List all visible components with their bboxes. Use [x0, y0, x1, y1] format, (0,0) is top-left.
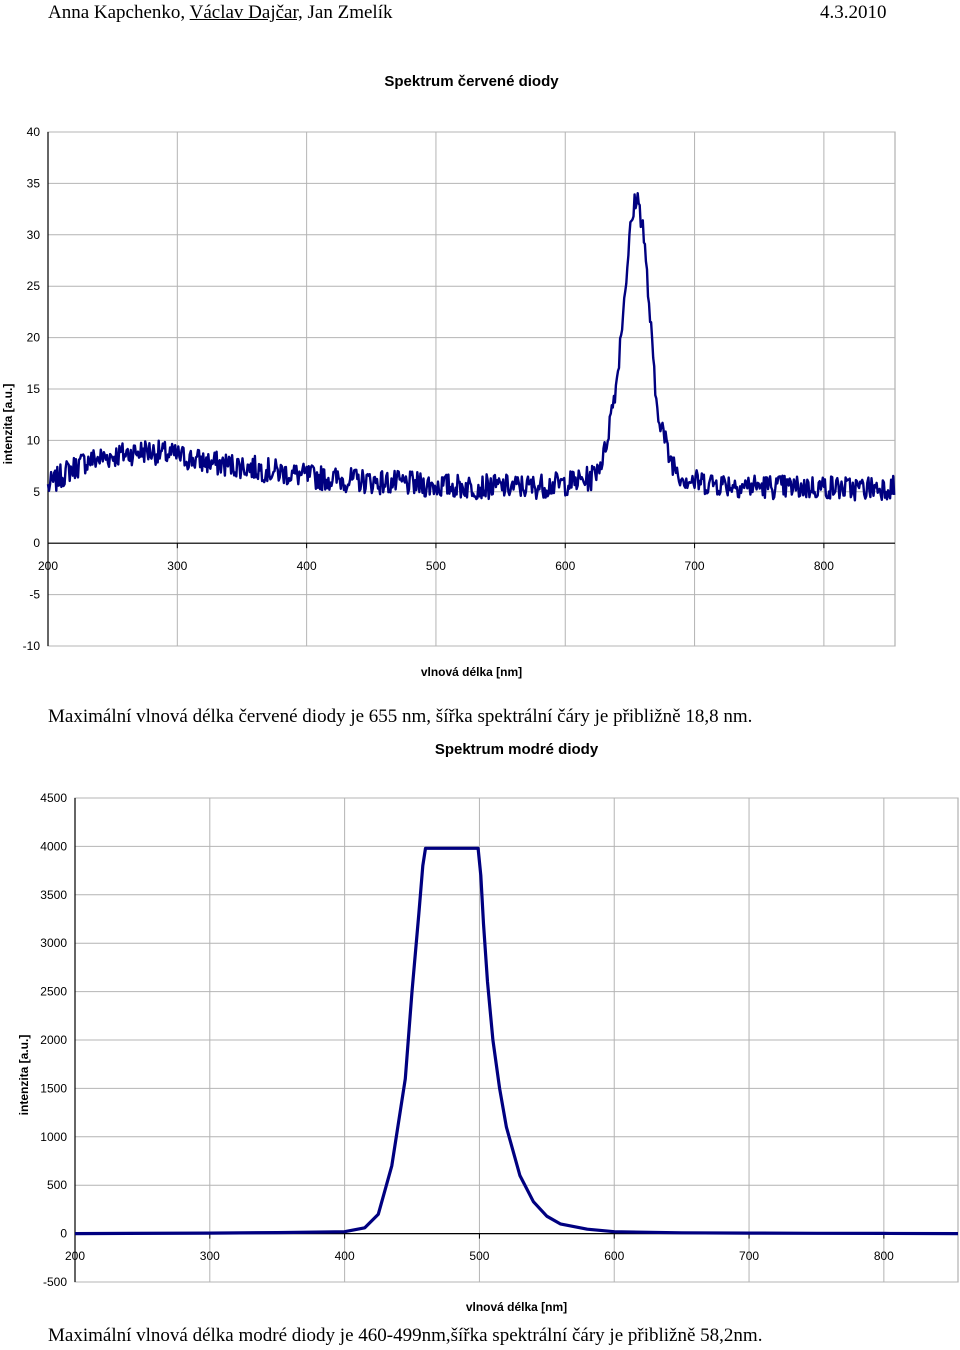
- y-axis-label: intenzita [a.u.]: [17, 1035, 31, 1116]
- y-tick-label: 10: [27, 433, 41, 447]
- y-tick-label: 0: [33, 536, 40, 550]
- y-tick-label: 35: [27, 176, 41, 190]
- y-tick-label: 30: [27, 228, 41, 242]
- x-tick-label: 700: [685, 559, 705, 573]
- series-line: [74, 846, 959, 1236]
- y-tick-label: 40: [27, 125, 41, 139]
- author-2[interactable]: Václav Dajčar,: [189, 2, 303, 23]
- x-tick-label: 500: [426, 559, 446, 573]
- y-tick-label: 20: [27, 331, 41, 345]
- author-3: Jan Zmelík: [307, 2, 393, 23]
- x-tick-label: 700: [739, 1249, 759, 1263]
- y-tick-label: 25: [27, 279, 41, 293]
- y-axis-label: intenzita [a.u.]: [1, 384, 15, 465]
- y-tick-label: 2000: [40, 1033, 67, 1047]
- x-tick-label: 300: [200, 1249, 220, 1263]
- y-tick-label: -500: [43, 1275, 67, 1289]
- x-tick-label: 400: [335, 1249, 355, 1263]
- y-tick-label: 1000: [40, 1130, 67, 1144]
- x-axis-label: vlnová délka [nm]: [421, 665, 522, 679]
- red-diode-caption: Maximální vlnová délka červené diody je …: [48, 706, 753, 727]
- page-header: Anna Kapchenko, Václav Dajčar, Jan Zmelí…: [0, 0, 960, 30]
- x-tick-label: 500: [469, 1249, 489, 1263]
- x-axis-label: vlnová délka [nm]: [466, 1300, 567, 1314]
- blue-diode-caption: Maximální vlnová délka modré diody je 46…: [48, 1325, 763, 1346]
- author-1: Anna Kapchenko,: [48, 2, 186, 23]
- y-tick-label: -10: [23, 639, 41, 653]
- y-tick-label: 4000: [40, 839, 67, 853]
- x-tick-label: 400: [297, 559, 317, 573]
- y-tick-label: 0: [60, 1227, 67, 1241]
- x-tick-label: 600: [555, 559, 575, 573]
- y-tick-label: 4500: [40, 791, 67, 805]
- red-diode-spectrum-chart: Spektrum červené diody -10 -5 0 5 10 15 20 25 30 3…: [1, 73, 896, 679]
- x-tick-label: 300: [167, 559, 187, 573]
- y-tick-label: 500: [47, 1178, 67, 1192]
- blue-diode-spectrum-chart: Spektrum modré diody -500 0 500 1000 1500 2000…: [17, 741, 959, 1314]
- y-tick-label: 1500: [40, 1081, 67, 1095]
- y-tick-label: 3500: [40, 888, 67, 902]
- x-tick-label: 800: [874, 1249, 894, 1263]
- x-tick-label: 600: [604, 1249, 624, 1263]
- document-date: 4.3.2010: [820, 2, 887, 23]
- y-tick-label: 5: [33, 485, 40, 499]
- y-tick-label: -5: [29, 588, 40, 602]
- series-line: [46, 192, 896, 502]
- y-tick-label: 2500: [40, 985, 67, 999]
- y-tick-label: 3000: [40, 936, 67, 950]
- chart-title: Spektrum červené diody: [384, 73, 559, 90]
- authors: Anna Kapchenko, Václav Dajčar, Jan Zmelí…: [48, 2, 392, 24]
- x-tick-label: 800: [814, 559, 834, 573]
- y-tick-label: 15: [27, 382, 41, 396]
- chart-title: Spektrum modré diody: [435, 741, 599, 758]
